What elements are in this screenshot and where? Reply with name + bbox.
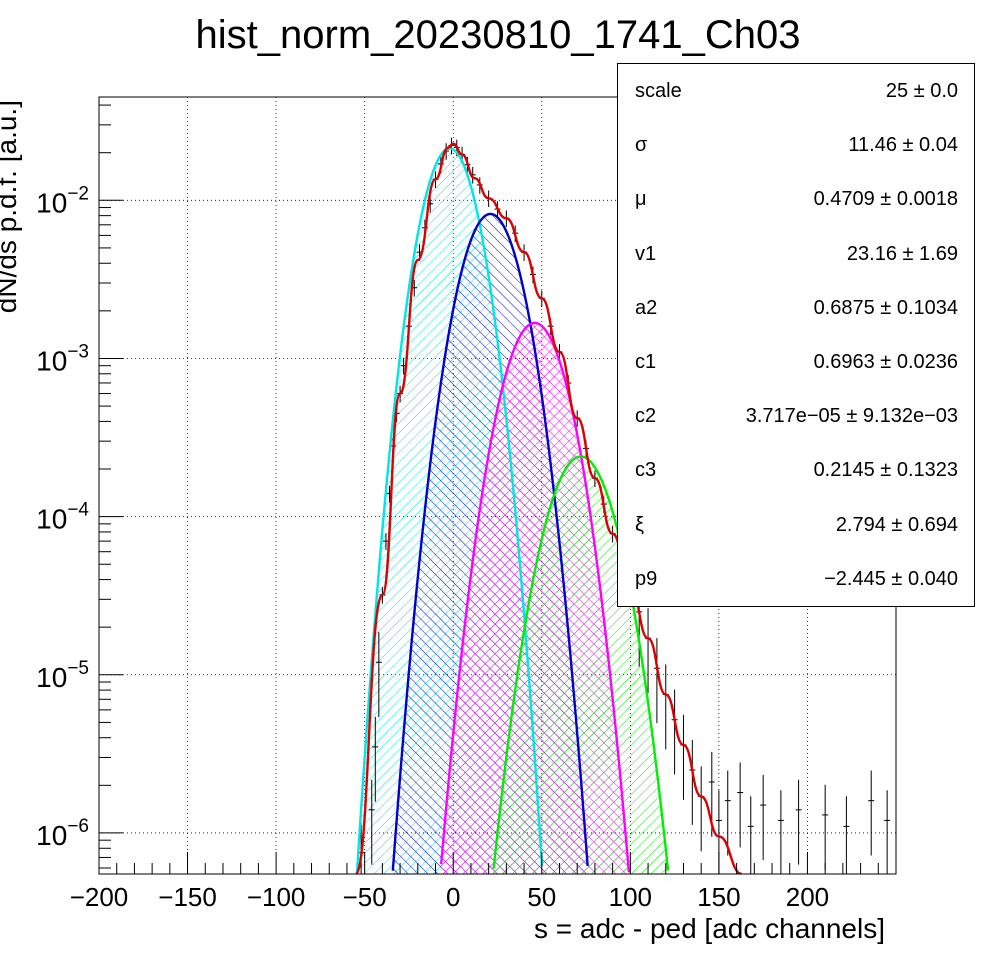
fit-parameter-row: μ 0.4709 ± 0.0018 [618,188,974,242]
fit-parameter-row: ξ 2.794 ± 0.694 [618,514,974,568]
fit-parameter-value: 11.46 ± 0.04 [848,134,958,157]
fit-parameters-box: scale 25 ± 0.0 σ 11.46 ± 0.04 μ 0.4709 ± 0.00… [617,63,975,607]
fit-parameter-value: −2.445 ± 0.040 [824,567,958,590]
x-tick-label: 50 [527,882,556,912]
component-1-curve [391,212,589,871]
x-tick-label: 100 [609,882,652,912]
y-tick-label: 10−3 [36,341,89,376]
y-tick-label: 10−5 [36,658,89,693]
fit-parameter-row: c1 0.6963 ± 0.0236 [618,351,974,405]
fit-parameter-row: p9 −2.445 ± 0.040 [618,568,974,622]
fit-parameter-name: c2 [635,405,657,428]
y-tick-label: 10−4 [36,500,89,535]
fit-parameter-value: 2.794 ± 0.694 [835,513,958,536]
fit-parameter-name: scale [635,80,682,102]
x-tick-label: 150 [697,882,740,912]
y-tick-label: 10−6 [36,816,89,851]
fit-parameter-name: σ [635,134,648,157]
fit-parameter-name: μ [635,188,647,211]
fit-parameter-name: v1 [635,242,657,265]
fit-parameter-value: 23.16 ± 1.69 [846,242,958,265]
x-tick-label: −100 [247,882,306,912]
fit-parameter-value: 0.6963 ± 0.0236 [813,351,958,373]
x-tick-label: 200 [786,882,829,912]
fit-parameter-value: 0.6875 ± 0.1034 [813,296,958,319]
fit-parameter-value: 0.4709 ± 0.0018 [813,188,958,211]
fit-parameter-value: 25 ± 0.0 [885,80,958,102]
component-2-curve [439,321,631,873]
fit-parameter-name: a2 [635,296,658,319]
y-tick-label: 10−2 [36,183,89,218]
y-axis-label: dN/ds p.d.f. [a.u.] [0,100,22,313]
fit-curves-layer [354,142,743,874]
fit-parameter-name: c1 [635,351,657,373]
fit-parameter-row: scale 25 ± 0.0 [618,80,974,134]
axis-layer: −200 −150 −100 −50 0 50 100 150 200 10−2 10−3 10−4 1… [36,104,879,912]
fit-parameter-value: 0.2145 ± 0.1323 [813,459,958,482]
fit-parameter-value: 3.717e−05 ± 9.132e−03 [745,405,958,428]
fit-parameter-row: v1 23.16 ± 1.69 [618,243,974,297]
fit-parameter-row: σ 11.46 ± 0.04 [618,134,974,188]
x-axis-label: s = adc - ped [adc channels] [534,913,885,944]
fit-parameter-name: p9 [635,567,658,590]
x-tick-label: −200 [70,882,129,912]
fit-parameter-row: c2 3.717e−05 ± 9.132e−03 [618,405,974,459]
fit-parameter-name: ξ [635,513,644,536]
chart-title: hist_norm_20230810_1741_Ch03 [196,13,801,57]
fit-parameter-name: c3 [635,459,657,482]
x-tick-label: −50 [343,882,387,912]
component-3-curve [492,455,670,871]
fit-parameter-row: c3 0.2145 ± 0.1323 [618,459,974,513]
x-tick-label: −150 [158,882,217,912]
fit-parameter-row: a2 0.6875 ± 0.1034 [618,297,974,351]
x-tick-label: 0 [446,882,460,912]
total-fit-curve [354,142,743,874]
